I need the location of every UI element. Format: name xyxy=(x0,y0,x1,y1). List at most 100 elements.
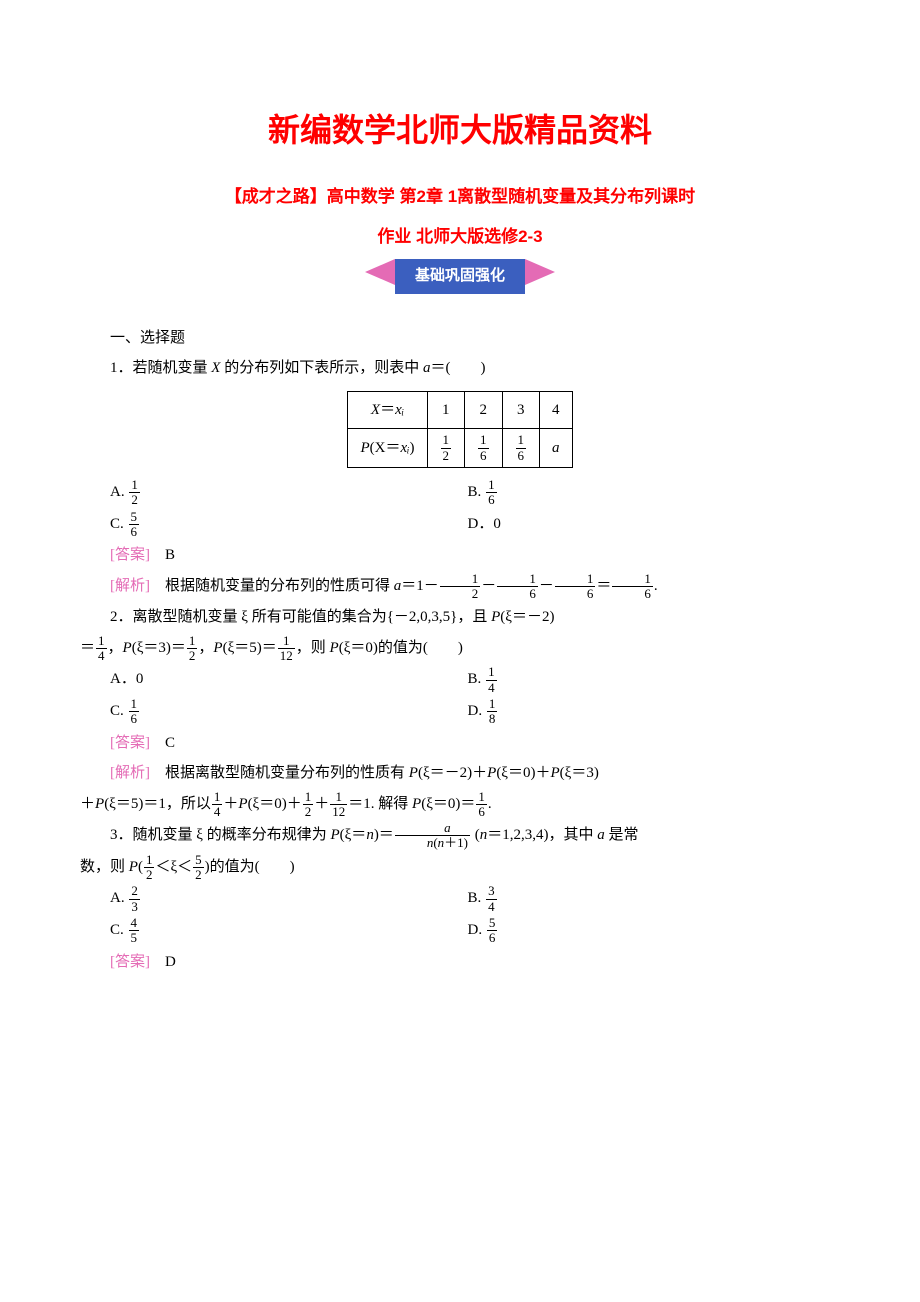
analysis-var: P xyxy=(487,765,496,781)
stem-text: (ξ＝5)＝ xyxy=(223,640,277,656)
answer-value: C xyxy=(165,735,175,751)
q1-stem-tail: ＝( ) xyxy=(430,360,485,376)
frac-num: 1 xyxy=(440,572,481,587)
analysis-var: P xyxy=(412,796,421,812)
q1-opt-d: D．0 xyxy=(468,510,840,540)
cell-text: xᵢ xyxy=(400,440,409,456)
analysis-text: ＋ xyxy=(314,796,329,812)
analysis-label: [解析] xyxy=(110,578,150,594)
frac-num: a xyxy=(444,820,451,835)
cell-text: ＝ xyxy=(380,402,395,418)
stem-var: P xyxy=(213,640,222,656)
q2-opts-row1: A．0 B. 14 xyxy=(80,665,840,695)
q2-stem-l1: 2．离散型随机变量 ξ 所有可能值的集合为{－2,0,3,5}，且 P(ξ＝－2… xyxy=(80,603,840,632)
stem-text: ， xyxy=(108,640,123,656)
table-cell: 2 xyxy=(465,391,503,429)
frac-den: 2 xyxy=(303,805,314,819)
stem-text: 3．随机变量 ξ 的概率分布规律为 xyxy=(110,827,330,843)
analysis-label: [解析] xyxy=(110,765,150,781)
frac-num: 4 xyxy=(129,916,140,931)
table-cell: X＝xᵢ xyxy=(348,391,427,429)
analysis-text: (ξ＝0)＝ xyxy=(421,796,475,812)
frac-den: 12 xyxy=(330,805,347,819)
cell-text: a xyxy=(552,440,560,456)
q1-stem: 1．若随机变量 X 的分布列如下表所示，则表中 a＝( ) xyxy=(80,354,840,383)
q2-analysis-l2: ＋P(ξ＝5)＝1，所以14＋P(ξ＝0)＋12＋112＝1. 解得 P(ξ＝0… xyxy=(80,790,840,820)
frac-num: 5 xyxy=(487,916,498,931)
analysis-text: 根据随机变量的分布列的性质可得 xyxy=(165,578,394,594)
stem-text: 2．离散型随机变量 ξ 所有可能值的集合为{－2,0,3,5}，且 xyxy=(110,609,491,625)
frac-num: 1 xyxy=(303,790,314,805)
frac-num: 1 xyxy=(497,572,538,587)
stem-var: a xyxy=(597,827,605,843)
frac-den: 6 xyxy=(612,587,653,601)
analysis-text: ＝1. 解得 xyxy=(348,796,412,812)
opt-text: 0 xyxy=(136,671,144,687)
frac-num: 5 xyxy=(193,853,204,868)
table-cell: P(X＝xᵢ) xyxy=(348,429,427,468)
analysis-text: . xyxy=(654,578,658,594)
frac-num: 1 xyxy=(486,665,497,680)
table-cell: 4 xyxy=(540,391,573,429)
frac-num: 2 xyxy=(129,884,140,899)
q1-opt-a: A. 12 xyxy=(80,478,468,508)
frac-den: 6 xyxy=(555,587,596,601)
frac-num: 1 xyxy=(478,433,489,448)
q1-opts-row2: C. 56 D．0 xyxy=(80,510,840,540)
analysis-var: P xyxy=(409,765,418,781)
analysis-text: ＋ xyxy=(80,796,95,812)
stem-text: )＝ xyxy=(374,827,394,843)
q2-answer: [答案] C xyxy=(80,729,840,758)
stem-text: ( xyxy=(471,827,480,843)
table-cell: 16 xyxy=(502,429,540,468)
table-cell: 3 xyxy=(502,391,540,429)
stem-var: P xyxy=(123,640,132,656)
q2-opts-row2: C. 16 D. 18 xyxy=(80,697,840,727)
table-cell: a xyxy=(540,429,573,468)
frac-den: 6 xyxy=(487,931,498,945)
analysis-text: (ξ＝5)＝1，所以 xyxy=(104,796,211,812)
frac-num: 1 xyxy=(555,572,596,587)
q3-stem-l2: 数，则 P(12＜ξ＜52)的值为( ) xyxy=(80,853,840,883)
analysis-text: ＋ xyxy=(223,796,238,812)
analysis-text: － xyxy=(481,578,496,594)
q2-stem-l2: ＝14，P(ξ＝3)＝12，P(ξ＝5)＝112，则 P(ξ＝0)的值为( ) xyxy=(80,634,840,664)
frac-den: 6 xyxy=(129,525,140,539)
stem-text: )的值为( ) xyxy=(205,859,295,875)
banner: 基础巩固强化 xyxy=(395,259,525,294)
q3-answer: [答案] D xyxy=(80,948,840,977)
frac-num: 1 xyxy=(441,433,452,448)
frac-den: 6 xyxy=(516,449,527,463)
table-cell: 16 xyxy=(465,429,503,468)
q3-opt-a: A. 23 xyxy=(80,884,468,914)
q3-opt-b: B. 34 xyxy=(468,884,840,914)
analysis-text: ＝1－ xyxy=(401,578,439,594)
frac-den: 6 xyxy=(476,805,487,819)
stem-text: (ξ＝ xyxy=(340,827,367,843)
q3-opts-row2: C. 45 D. 56 xyxy=(80,916,840,946)
cell-text: P xyxy=(360,440,369,456)
q1-opt-b: B. 16 xyxy=(468,478,840,508)
analysis-text: 根据离散型随机变量分布列的性质有 xyxy=(165,765,409,781)
frac-den: 12 xyxy=(278,649,295,663)
frac-den: 4 xyxy=(486,900,497,914)
cell-text: (X＝ xyxy=(370,440,401,456)
stem-var: n xyxy=(366,827,374,843)
frac-den: 5 xyxy=(129,931,140,945)
frac-den: 4 xyxy=(96,649,107,663)
q1-stem-prefix: 1．若随机变量 xyxy=(110,360,211,376)
q2-opt-a: A．0 xyxy=(80,665,468,695)
banner-row: 基础巩固强化 xyxy=(80,259,840,294)
analysis-text: (ξ＝0)＋ xyxy=(496,765,550,781)
stem-var: P xyxy=(129,859,138,875)
cell-text: ) xyxy=(410,440,415,456)
stem-text: ， xyxy=(198,640,213,656)
analysis-var: P xyxy=(95,796,104,812)
frac-den: 6 xyxy=(486,493,497,507)
frac-den: 4 xyxy=(486,681,497,695)
answer-label: [答案] xyxy=(110,735,150,751)
stem-var: P xyxy=(330,640,339,656)
stem-text: (ξ＝0)的值为( ) xyxy=(339,640,463,656)
frac-den: 6 xyxy=(478,449,489,463)
frac-num: 1 xyxy=(129,478,140,493)
